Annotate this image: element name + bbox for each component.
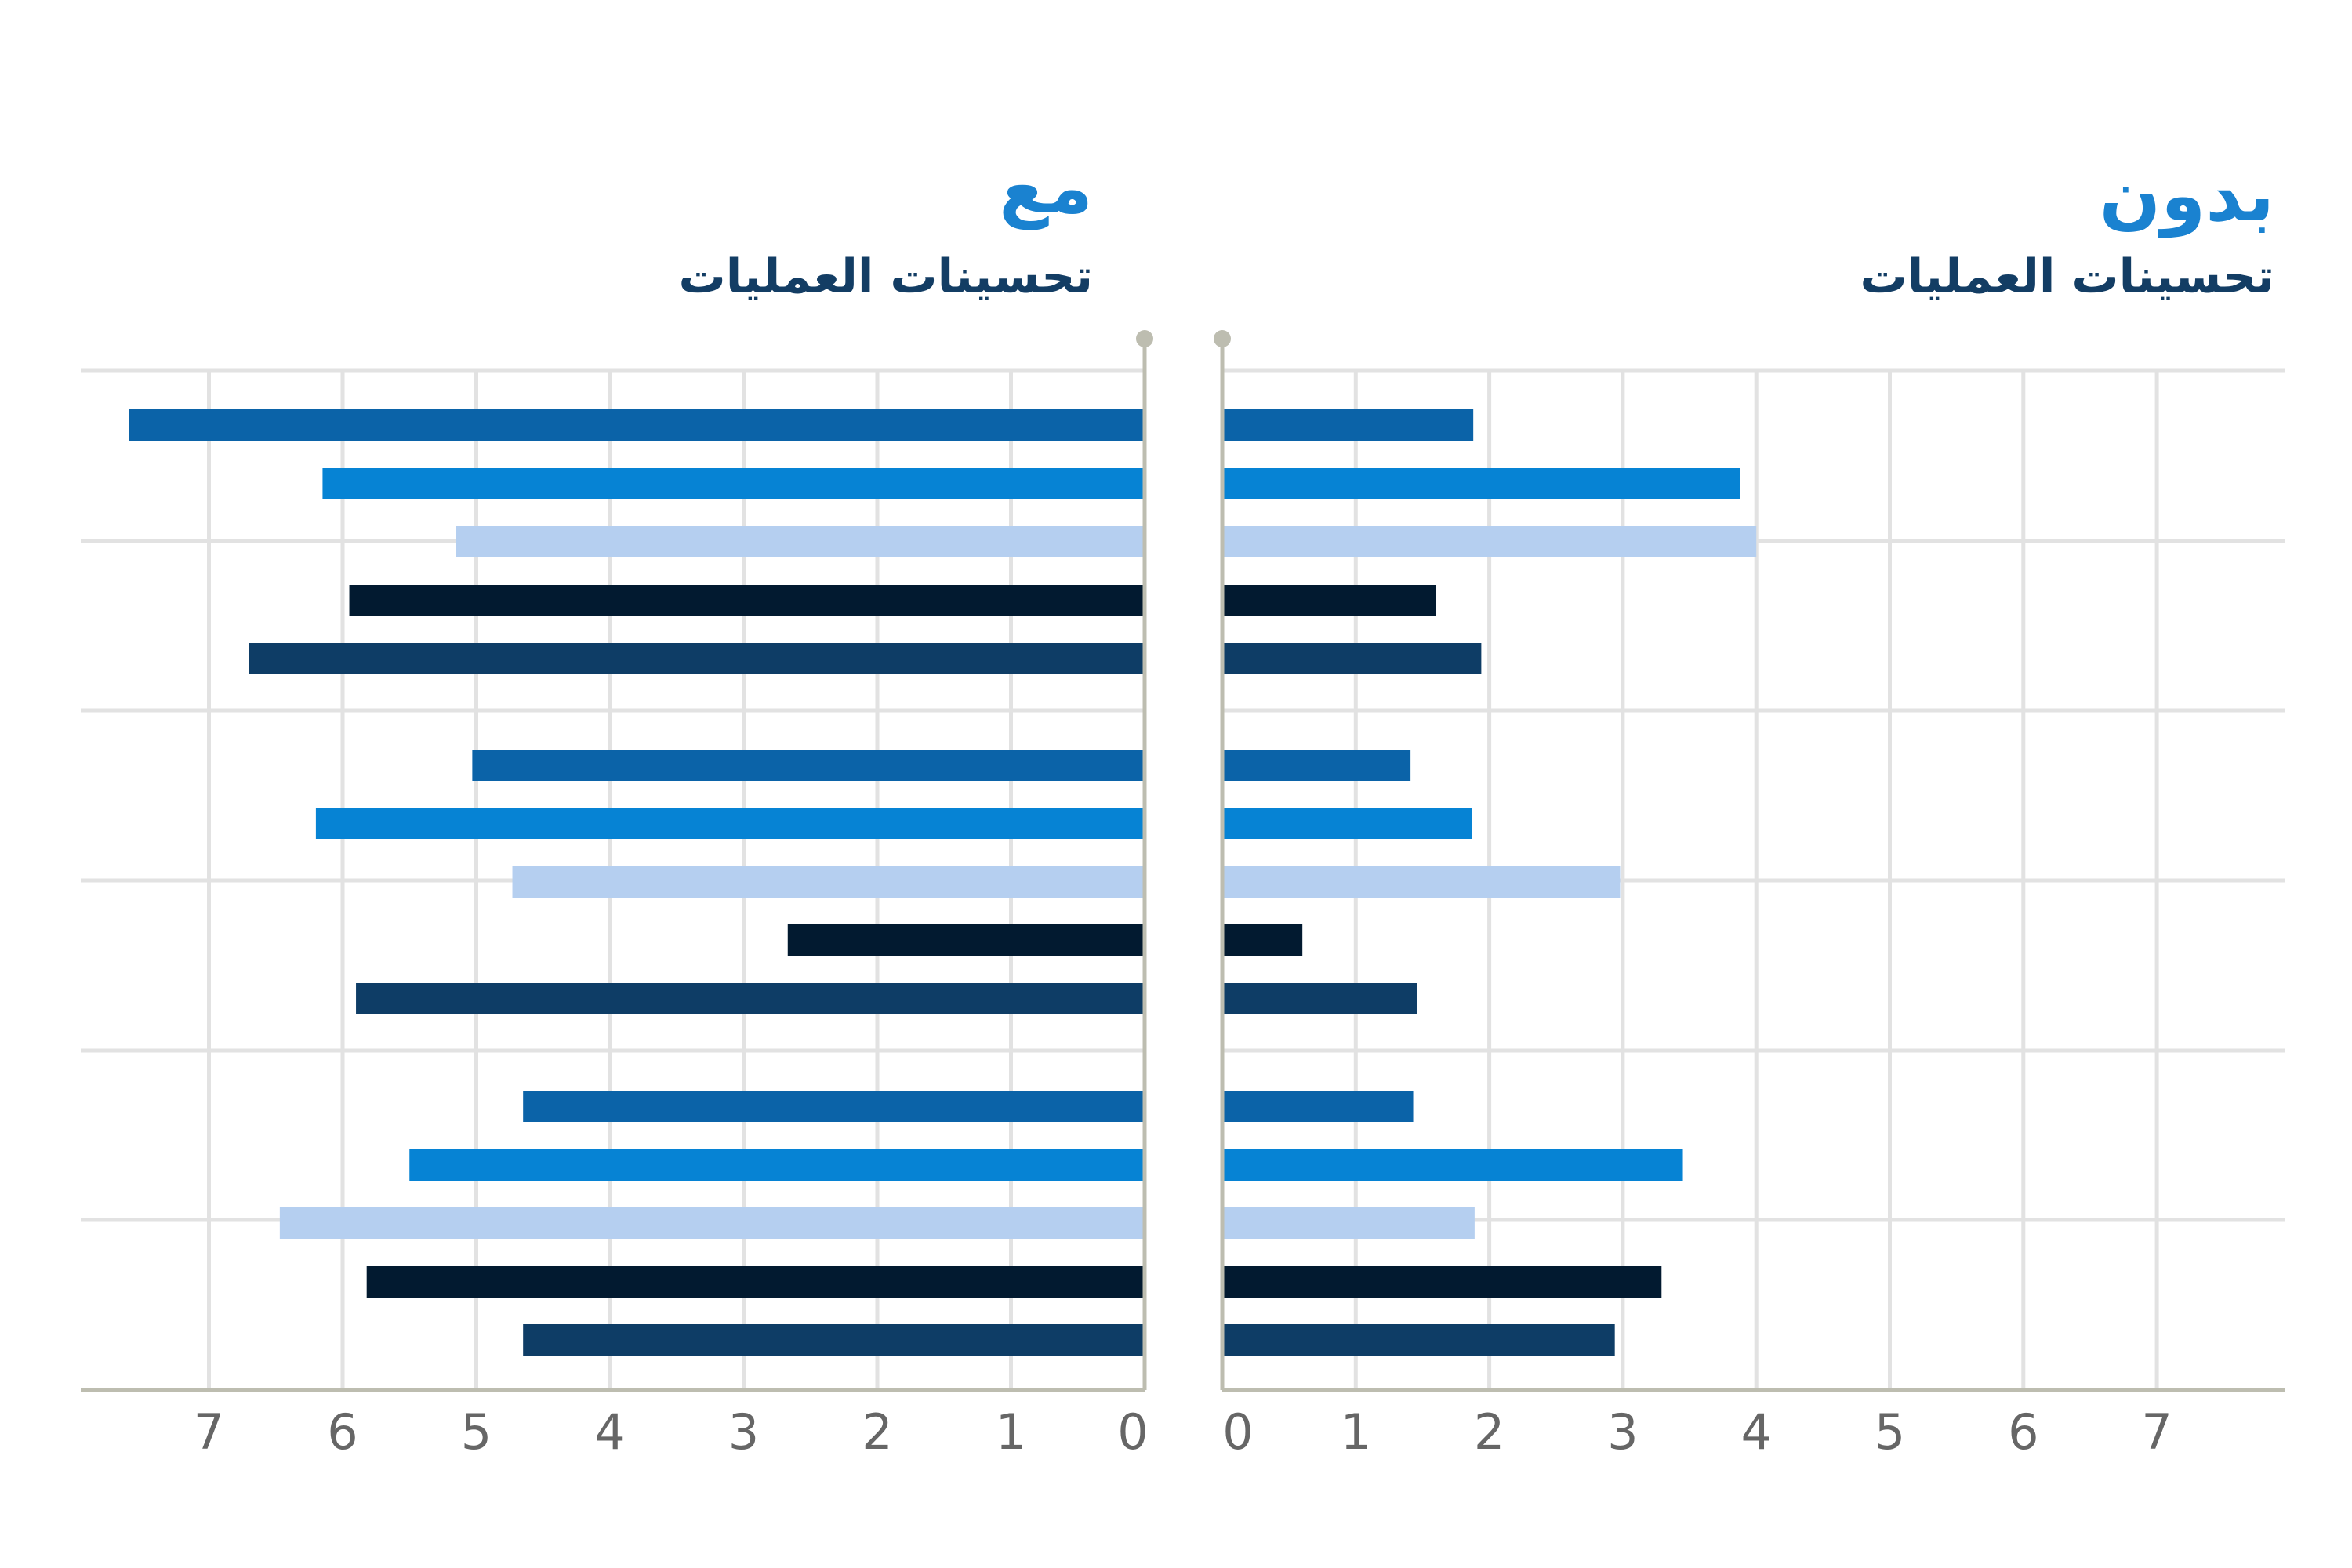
- right-tick-label-7: 7: [2141, 1403, 2172, 1461]
- left-bar-g2-s5: [356, 983, 1145, 1014]
- right-bar-g3-s1: [1222, 1091, 1414, 1122]
- right-bar-g3-s5: [1222, 1324, 1615, 1356]
- left-bar-g2-s2: [315, 808, 1145, 839]
- left-tick-label-4: 4: [594, 1403, 625, 1461]
- right-tick-label-5: 5: [1875, 1403, 1905, 1461]
- right-tick-label-6: 6: [2008, 1403, 2038, 1461]
- right-bar-g1-s2: [1222, 468, 1740, 499]
- right-panel-title: بدون: [2099, 154, 2274, 238]
- right-bar-g3-s2: [1222, 1149, 1683, 1181]
- right-bar-g1-s4: [1222, 585, 1436, 616]
- right-bar-g3-s3: [1222, 1207, 1475, 1239]
- left-bar-g2-s1: [472, 750, 1145, 781]
- left-bar-g2-s4: [787, 924, 1145, 956]
- right-bar-g1-s1: [1222, 409, 1474, 441]
- right-tick-label-4: 4: [1740, 1403, 1771, 1461]
- left-tick-label-3: 3: [728, 1403, 759, 1461]
- right-bar-g2-s1: [1222, 750, 1411, 781]
- left-bar-g3-s2: [409, 1149, 1145, 1181]
- right-bar-g2-s4: [1222, 924, 1303, 956]
- right-bar-g2-s5: [1222, 983, 1417, 1014]
- left-bar-g1-s4: [349, 585, 1145, 616]
- left-bar-g3-s5: [523, 1324, 1145, 1356]
- left-bar-g3-s1: [523, 1091, 1145, 1122]
- right-panel-subtitle: تحسينات العمليات: [1860, 249, 2274, 304]
- left-tick-label-6: 6: [327, 1403, 358, 1461]
- right-tick-label-1: 1: [1341, 1403, 1371, 1461]
- left-tick-label-0: 0: [1117, 1403, 1148, 1461]
- left-bar-g3-s4: [366, 1266, 1145, 1298]
- left-panel-title: مع: [999, 146, 1093, 230]
- right-tick-label-0: 0: [1222, 1403, 1253, 1461]
- right-bar-g2-s3: [1222, 866, 1621, 898]
- right-bar-g3-s4: [1222, 1266, 1662, 1298]
- left-bar-g1-s5: [249, 643, 1145, 674]
- left-tick-label-1: 1: [996, 1403, 1026, 1461]
- left-bar-g1-s1: [129, 409, 1145, 441]
- left-tick-label-7: 7: [194, 1403, 224, 1461]
- right-tick-label-3: 3: [1607, 1403, 1638, 1461]
- right-tick-label-2: 2: [1474, 1403, 1504, 1461]
- left-bar-g2-s3: [512, 866, 1145, 898]
- left-bar-g1-s2: [322, 468, 1145, 499]
- left-tick-label-2: 2: [862, 1403, 892, 1461]
- left-tick-label-5: 5: [461, 1403, 492, 1461]
- left-zero-dot: [1136, 330, 1153, 347]
- left-panel-subtitle: تحسينات العمليات: [678, 249, 1093, 304]
- left-bar-g1-s3: [456, 526, 1145, 557]
- right-zero-dot: [1214, 330, 1231, 347]
- right-bar-g2-s2: [1222, 808, 1472, 839]
- right-bar-g1-s5: [1222, 643, 1482, 674]
- left-bar-g3-s3: [279, 1207, 1145, 1239]
- right-bar-g1-s3: [1222, 526, 1757, 557]
